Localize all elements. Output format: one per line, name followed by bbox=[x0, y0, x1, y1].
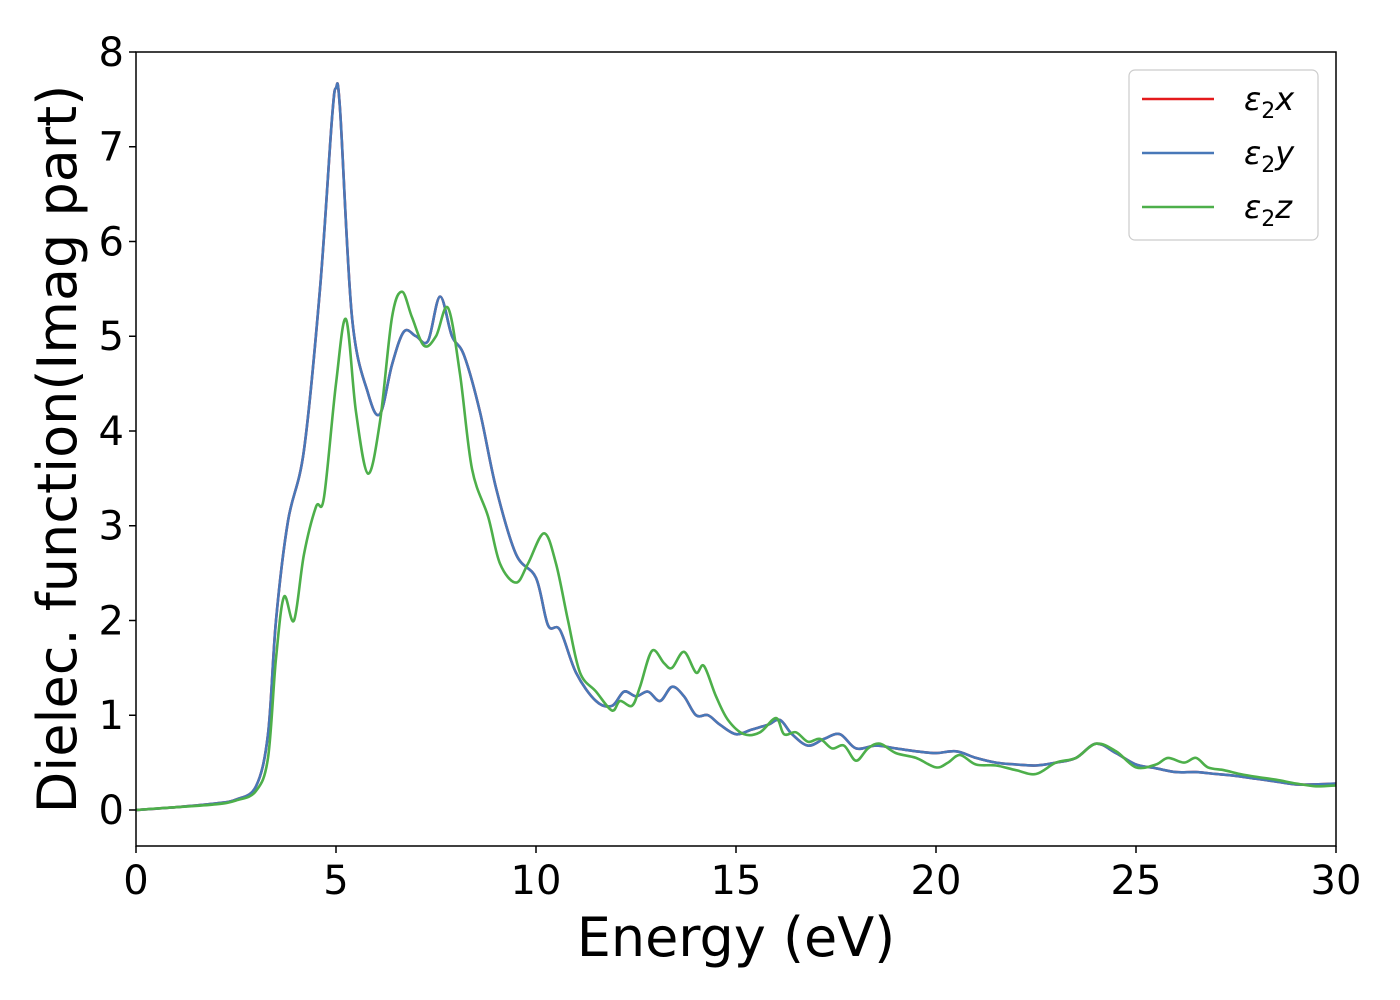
y-axis-title: Dielec. function(Imag part) bbox=[26, 85, 89, 814]
x-axis: 0 5 10 15 20 25 30 bbox=[123, 846, 1361, 904]
x-tick-label: 0 bbox=[123, 858, 148, 904]
y-tick-label: 1 bbox=[99, 693, 124, 739]
y-tick-label: 0 bbox=[99, 788, 124, 834]
legend-label-y: ε2y bbox=[1244, 134, 1295, 178]
legend-label-x: ε2x bbox=[1244, 80, 1295, 124]
y-tick-label: 6 bbox=[99, 219, 124, 265]
y-tick-label: 3 bbox=[99, 504, 124, 550]
y-axis: 0 1 2 3 4 5 6 7 8 bbox=[99, 30, 136, 834]
y-tick-label: 5 bbox=[99, 314, 124, 360]
x-tick-label: 10 bbox=[511, 858, 562, 904]
x-axis-title: Energy (eV) bbox=[577, 906, 896, 969]
legend-box bbox=[1128, 69, 1319, 241]
plot-area bbox=[135, 82, 1337, 812]
x-tick-label: 5 bbox=[323, 858, 348, 904]
x-tick-label: 25 bbox=[1111, 858, 1162, 904]
y-tick-label: 4 bbox=[99, 409, 124, 455]
y-tick-label: 2 bbox=[99, 598, 124, 644]
y-tick-label: 7 bbox=[99, 125, 124, 171]
x-tick-label: 30 bbox=[1311, 858, 1362, 904]
legend-label-z: ε2z bbox=[1244, 188, 1293, 232]
series-line-z bbox=[135, 290, 1337, 812]
x-tick-label: 15 bbox=[711, 858, 762, 904]
y-tick-label: 8 bbox=[99, 30, 124, 76]
x-tick-label: 20 bbox=[911, 858, 962, 904]
legend: ε2x ε2y ε2z bbox=[1128, 69, 1319, 241]
